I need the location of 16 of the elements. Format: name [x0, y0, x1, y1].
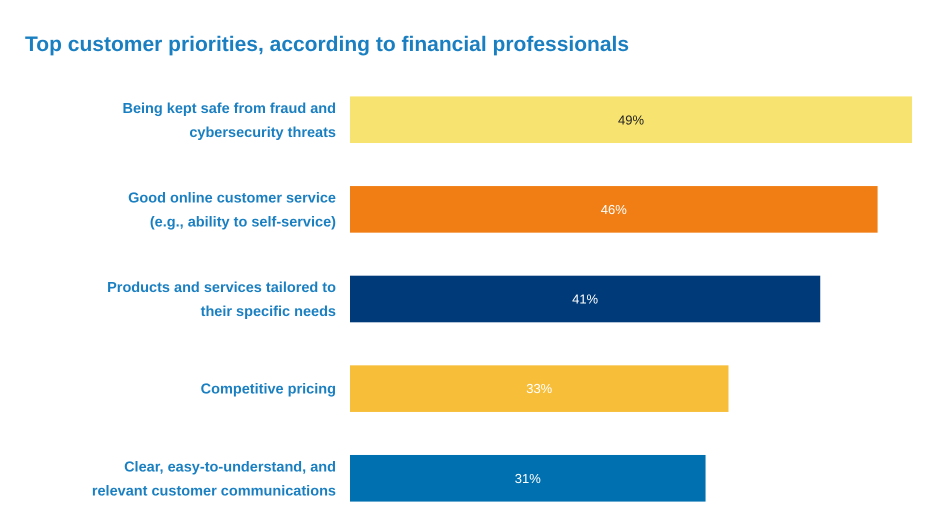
y-tick-label: Products and services tailored to their specific needs: [107, 280, 336, 320]
data-label: 41%: [572, 292, 599, 307]
data-label: 31%: [514, 470, 542, 486]
bar: [350, 96, 912, 144]
y-tick-label: Good online customer service (e.g., ability to self-service): [128, 190, 336, 230]
bar: [350, 276, 820, 322]
bar: [350, 365, 728, 412]
y-tick-label: Competitive pricing: [200, 382, 336, 398]
data-label: 49%: [618, 112, 644, 128]
data-label: 46%: [600, 202, 628, 217]
y-tick-label: Being kept safe from fraud and cybersecurity threats: [122, 100, 336, 141]
bar: [350, 454, 706, 502]
y-tick-label: Clear, easy-to-understand, and relevant customer communications: [92, 459, 336, 500]
chart-title: Top customer priorities, according to financial professionals: [25, 33, 630, 56]
bar: [350, 186, 878, 233]
data-label: 33%: [526, 381, 553, 396]
